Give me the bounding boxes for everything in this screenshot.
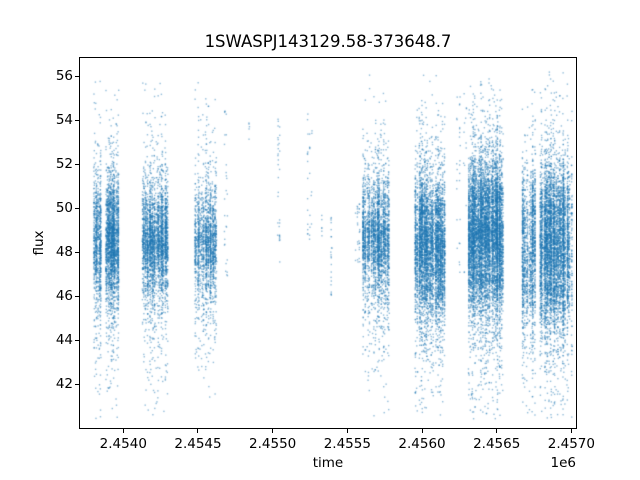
x-tick-mark [122,429,124,433]
x-tick-mark [346,429,348,433]
x-tick-label: 2.4555 [323,436,371,452]
y-tick-label: 54 [55,112,73,129]
x-tick-mark [421,429,423,433]
x-tick-label: 2.4565 [473,436,521,452]
x-tick-label: 2.4545 [174,436,222,452]
x-tick-label: 2.4550 [249,436,297,452]
y-tick-mark [75,119,79,121]
y-tick-label: 42 [55,376,73,393]
y-tick-label: 50 [55,200,73,217]
x-axis-offset-label: 1e6 [550,455,576,471]
x-tick-mark [272,429,274,433]
scatter-points-canvas [80,58,576,428]
y-tick-label: 56 [55,68,73,85]
y-tick-mark [75,75,79,77]
x-tick-label: 2.4570 [547,436,595,452]
y-tick-mark [75,295,79,297]
y-tick-mark [75,207,79,209]
y-tick-mark [75,251,79,253]
y-tick-mark [75,383,79,385]
x-tick-label: 2.4540 [99,436,147,452]
y-axis-label: flux [31,230,47,256]
x-axis-label: time [312,455,344,471]
x-tick-mark [496,429,498,433]
y-tick-label: 46 [55,288,73,305]
x-tick-label: 2.4560 [398,436,446,452]
y-tick-label: 48 [55,244,73,261]
x-tick-mark [570,429,572,433]
plot-title: 1SWASPJ143129.58-373648.7 [204,32,452,51]
x-tick-mark [197,429,199,433]
y-tick-mark [75,163,79,165]
y-tick-label: 52 [55,156,73,173]
y-tick-label: 44 [55,332,73,349]
y-tick-mark [75,339,79,341]
